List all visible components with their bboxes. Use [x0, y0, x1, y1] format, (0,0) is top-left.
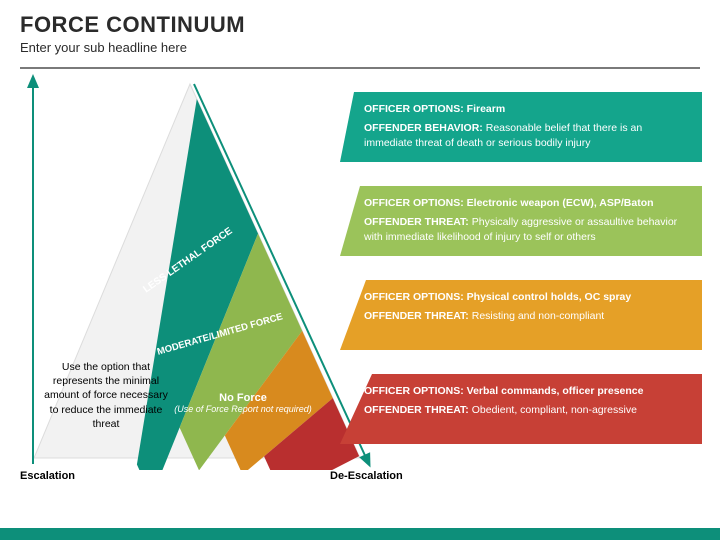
page-title: Force Continuum — [20, 12, 700, 38]
guidance-note: Use the option that represents the minim… — [42, 360, 170, 431]
diagram-stage: DEADLY FORCE LESS LETHAL FORCE MODERATE/… — [0, 80, 720, 512]
header: Force Continuum Enter your sub headline … — [0, 0, 720, 61]
page-subtitle: Enter your sub headline here — [20, 40, 700, 55]
banner-level-2: OFFICER OPTIONS: Physical control holds,… — [340, 280, 702, 350]
banner-level-3: OFFICER OPTIONS: Verbal commands, office… — [340, 374, 702, 444]
header-divider — [20, 67, 700, 69]
axis-deescalation: De-Escalation — [330, 470, 403, 482]
banner-level-1: OFFICER OPTIONS: Electronic weapon (ECW)… — [340, 186, 702, 256]
footer-bar — [0, 528, 720, 540]
banner-level-0: OFFICER OPTIONS: FirearmOFFENDER BEHAVIO… — [340, 92, 702, 162]
axis-escalation: Escalation — [20, 470, 75, 482]
